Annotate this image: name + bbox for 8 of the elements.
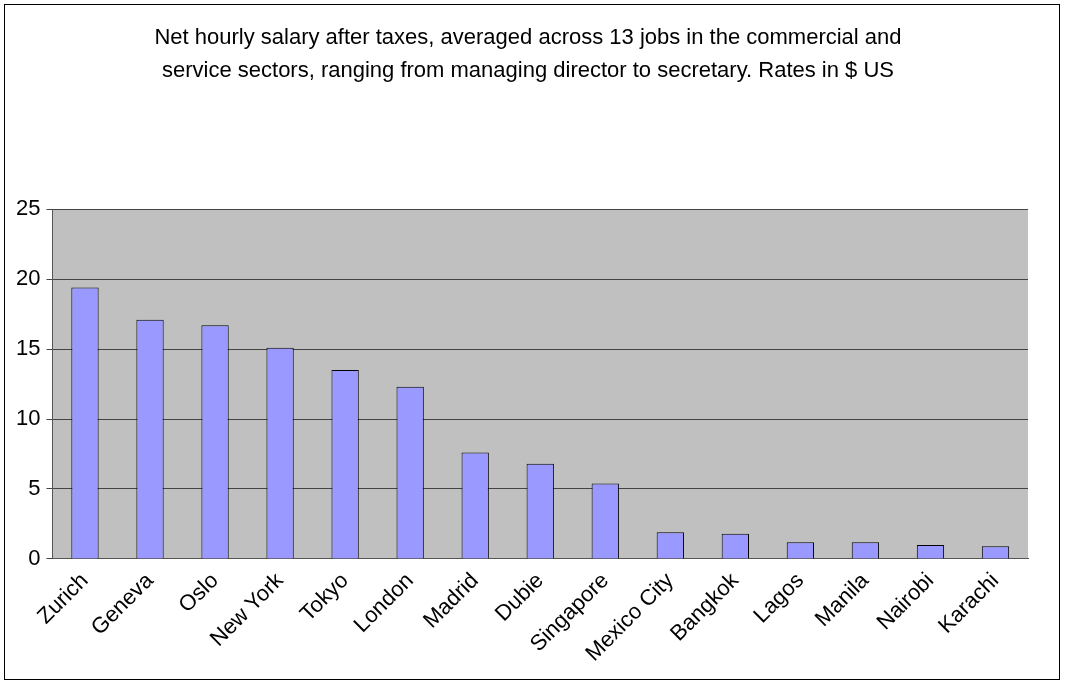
y-tick-label: 10 [15,405,41,431]
chart-title: Net hourly salary after taxes, averaged across 13 jobs in the commercial and service sectors, ranging from managing director to secretary. Rates in $ US [153,23,903,84]
y-tick-label: 15 [15,335,41,361]
y-tick-label: 20 [15,265,41,291]
y-tick-label: 25 [15,195,41,221]
y-tick-label: 0 [28,545,41,571]
x-tick-label: Oslo [173,567,223,618]
y-tick-label: 5 [28,475,41,501]
